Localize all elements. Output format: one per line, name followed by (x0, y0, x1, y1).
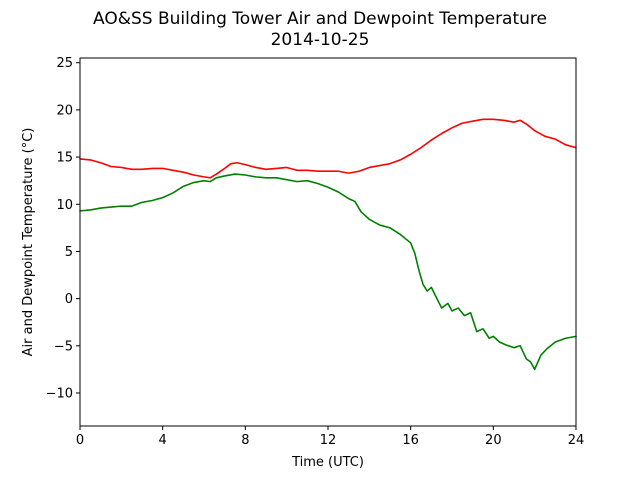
chart-subtitle: 2014-10-25 (271, 30, 370, 50)
y-tick-label: 0 (65, 292, 73, 307)
x-tick-label: 0 (76, 433, 84, 448)
y-axis-label: Air and Dewpoint Temperature (°C) (21, 128, 36, 357)
y-tick-label: 25 (56, 56, 73, 71)
chart-title: AO&SS Building Tower Air and Dewpoint Te… (93, 9, 547, 29)
x-tick-label: 20 (485, 433, 502, 448)
x-tick-label: 8 (241, 433, 249, 448)
y-tick-label: 5 (65, 245, 73, 260)
x-tick-label: 24 (568, 433, 585, 448)
x-tick-label: 12 (320, 433, 337, 448)
ticks-layer: 0 4 8 12 16 20 24 −10 −5 0 5 10 15 20 25 (46, 56, 585, 448)
x-tick-label: 16 (402, 433, 419, 448)
y-tick-label: 10 (56, 198, 73, 213)
x-axis-label: Time (UTC) (291, 455, 364, 470)
plot-frame (79, 57, 577, 427)
series-line-0 (79, 118, 577, 179)
series-line-1 (79, 173, 577, 371)
y-tick-label: 20 (56, 103, 73, 118)
y-tick-label: 15 (56, 151, 73, 166)
x-tick-label: 4 (159, 433, 167, 448)
y-tick-label: −5 (54, 339, 73, 354)
plot-layer (79, 118, 577, 371)
y-tick-label: −10 (46, 386, 73, 401)
